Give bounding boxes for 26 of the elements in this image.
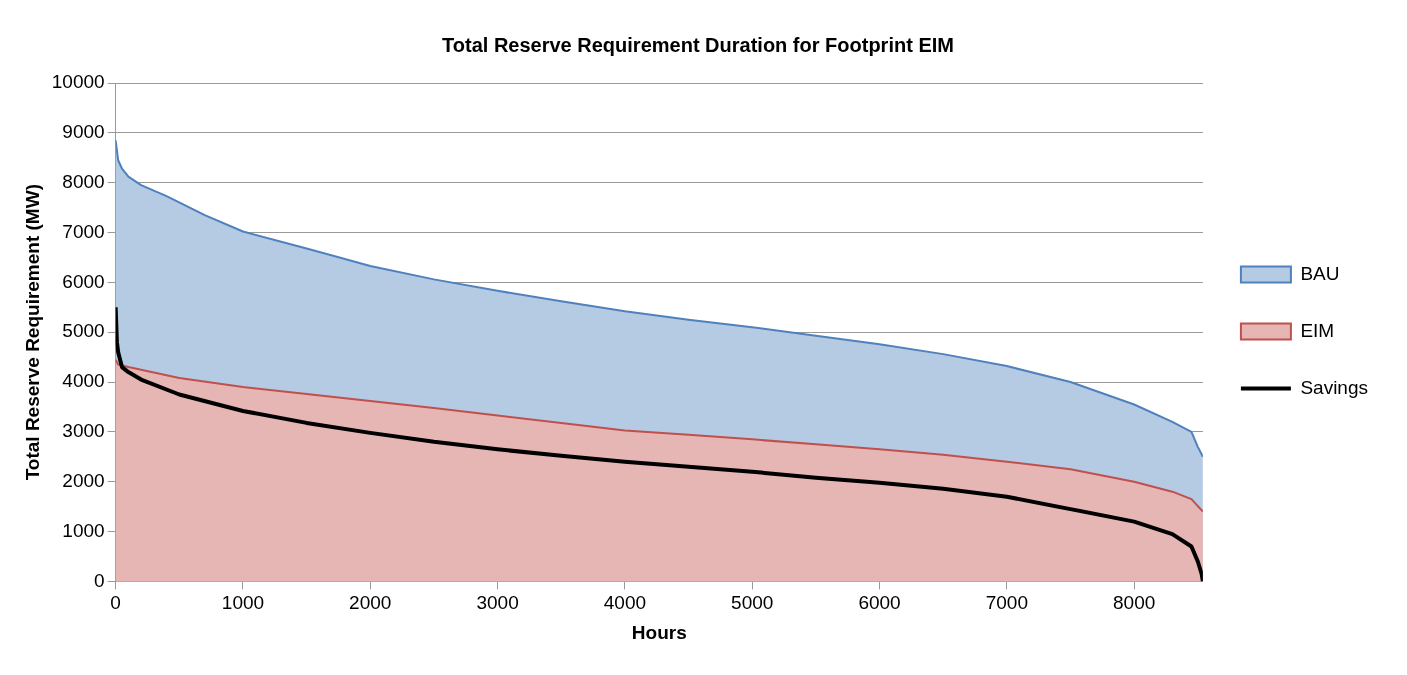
x-tick-label: 5000 [731,592,774,614]
legend-label: Savings [1300,376,1369,398]
y-tick-label: 2000 [62,469,105,491]
x-tick-label: 8000 [1113,592,1156,614]
x-tick-label: 2000 [349,592,392,614]
y-tick-label: 4000 [62,370,105,392]
chart-title: Total Reserve Requirement Duration for Footprint EIM [442,33,954,56]
x-tick-label: 4000 [603,592,647,614]
x-tick-label: 1000 [221,592,265,614]
legend-label: BAU [1300,262,1340,284]
y-tick-label: 7000 [62,220,105,242]
legend-label: EIM [1300,319,1335,341]
y-tick-label: 9000 [62,121,105,143]
y-tick-label: 10000 [51,71,105,93]
x-tick-label: 7000 [985,592,1028,614]
y-tick-label: 8000 [62,170,105,192]
y-tick-label: 6000 [62,270,105,292]
x-tick-label: 6000 [858,592,901,614]
x-tick-label: 3000 [476,592,519,614]
y-tick-label: 3000 [62,420,105,442]
x-tick-label: 0 [110,592,121,614]
y-tick-label: 1000 [62,519,105,541]
x-axis-title: Hours [631,621,687,643]
y-tick-label: 0 [94,569,105,591]
y-axis-title: Total Reserve Requirement (MW) [21,184,43,481]
y-tick-label: 5000 [62,320,105,342]
